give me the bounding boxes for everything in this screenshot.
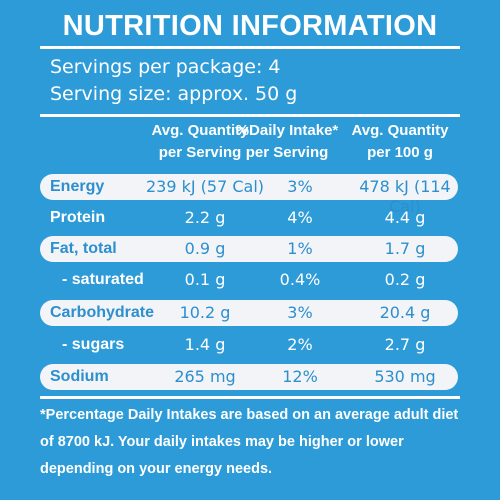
daily-intake-value: 3% [287, 177, 313, 196]
nutrient-name: Energy [50, 178, 105, 195]
per-100g-value: 530 mg [374, 367, 436, 386]
per-serving-value: 1.4 g [184, 335, 226, 354]
column-header-line: Avg. Quantity [351, 122, 449, 139]
table-row-energy: Energy 239 kJ (57 Cal) 3% 478 kJ (114 Ca… [40, 172, 460, 216]
daily-intake-value: 1% [287, 239, 313, 258]
nutrient-name: - sugars [62, 336, 125, 353]
servings-per-package: Servings per package: 4 [50, 56, 281, 78]
table-row-saturated: - saturated 0.1 g 0.4% 0.2 g [40, 265, 460, 295]
row-highlight [40, 364, 458, 390]
per-serving-value: 239 kJ (57 Cal) [145, 177, 265, 196]
column-header-line: %Daily Intake* [235, 122, 339, 139]
table-row-protein: Protein 2.2 g 4% 4.4 g [40, 203, 460, 233]
daily-intake-value: 2% [287, 335, 313, 354]
per-serving-value: 10.2 g [179, 303, 231, 322]
footer-divider [40, 396, 460, 399]
column-header-line: Avg. Quantity [151, 122, 249, 139]
per-serving-value: 0.9 g [184, 239, 226, 258]
row-highlight [40, 236, 458, 262]
per-100g-value: 2.7 g [384, 335, 426, 354]
table-row-sodium: Sodium 265 mg 12% 530 mg [40, 362, 460, 392]
daily-intake-value: 12% [282, 367, 318, 386]
header-divider [40, 114, 460, 117]
nutrient-name: Carbohydrate [50, 304, 155, 321]
page-title: NUTRITION INFORMATION [62, 10, 438, 42]
per-100g-value: 0.2 g [384, 270, 426, 289]
per-100g-value: 1.7 g [384, 239, 426, 258]
table-row-fat-total: Fat, total 0.9 g 1% 1.7 g [40, 234, 460, 264]
per-serving-value: 265 mg [174, 367, 236, 386]
daily-intake-value: 0.4% [279, 270, 321, 289]
row-highlight [40, 174, 458, 200]
title-divider [40, 46, 460, 49]
table-row-carbohydrate: Carbohydrate 10.2 g 3% 20.4 g [40, 298, 460, 328]
daily-intake-value: 4% [287, 208, 313, 227]
per-serving-value: 2.2 g [184, 208, 226, 227]
column-header-daily-intake: %Daily Intake* per Serving [232, 120, 342, 164]
nutrient-name: Fat, total [50, 240, 117, 257]
column-header-line: per Serving [245, 144, 329, 161]
nutrient-name: Protein [50, 209, 106, 226]
row-highlight [40, 300, 458, 326]
per-100g-value: 4.4 g [384, 208, 426, 227]
per-100g-value: 478 kJ (114 Cal) [359, 177, 451, 216]
column-header-line: per Serving [158, 144, 242, 161]
column-header-per-serving: Avg. Quantity per Serving [130, 120, 270, 164]
per-serving-value: 0.1 g [184, 270, 226, 289]
daily-intake-value: 3% [287, 303, 313, 322]
serving-size: Serving size: approx. 50 g [50, 83, 298, 105]
table-row-sugars: - sugars 1.4 g 2% 2.7 g [40, 330, 460, 360]
column-header-line: per 100 g [367, 144, 433, 161]
column-header-per-100g: Avg. Quantity per 100 g [340, 120, 460, 164]
footnote: *Percentage Daily Intakes are based on a… [40, 407, 459, 477]
nutrient-name: Sodium [50, 368, 109, 385]
nutrient-name: - saturated [62, 271, 144, 288]
per-100g-value: 20.4 g [379, 303, 431, 322]
